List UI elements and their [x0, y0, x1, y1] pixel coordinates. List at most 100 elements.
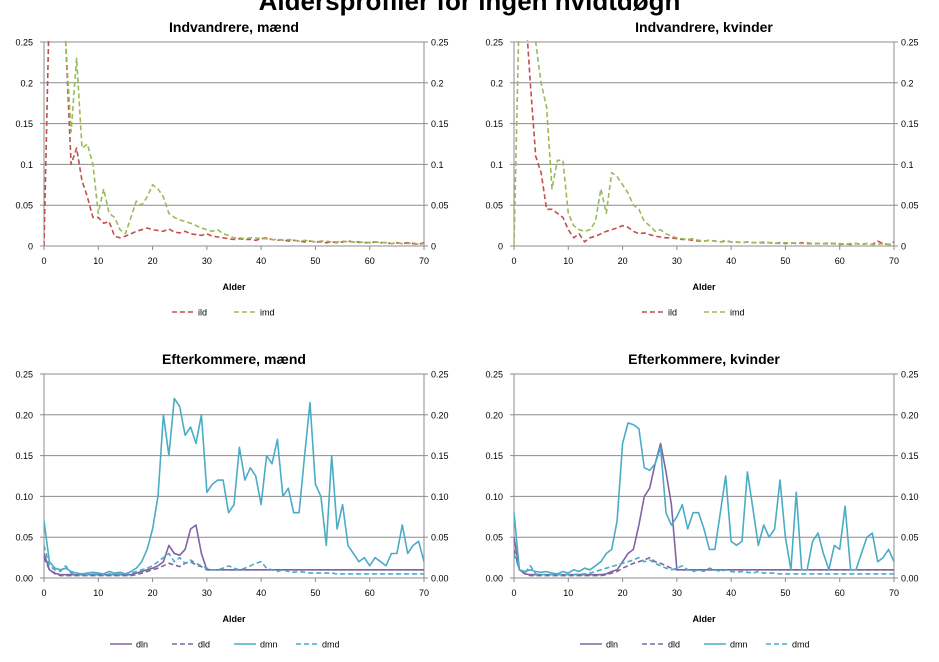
page-header: Aldersprofiler for ingen hvidtdøgn	[0, 0, 939, 20]
x-axis-label: Alder	[222, 614, 246, 624]
series-line-dld	[44, 557, 424, 577]
y-tick-label-right: 0.1	[901, 160, 914, 170]
y-tick-label-left: 0.15	[485, 119, 503, 129]
y-tick-label-left: 0.05	[15, 533, 33, 543]
y-tick-label-left: 0.00	[485, 574, 503, 584]
series-line-dmd	[44, 545, 424, 576]
y-tick-label-right: 0	[901, 242, 906, 252]
x-tick-label: 30	[202, 256, 212, 266]
chart-panel-4: Efterkommere, kvinder 0.00 0.00 0.05 0.05 0.1…	[485, 351, 919, 650]
x-tick-label: 60	[835, 588, 845, 598]
series-line-dln	[514, 442, 894, 576]
x-tick-label: 60	[365, 256, 375, 266]
x-tick-label: 0	[511, 256, 516, 266]
y-tick-label-left: 0.05	[485, 533, 503, 543]
series-line-dmd	[514, 553, 894, 576]
y-tick-label-left: 0.20	[15, 410, 33, 420]
x-tick-label: 60	[835, 256, 845, 266]
y-tick-label-left: 0.15	[485, 451, 503, 461]
x-tick-label: 70	[419, 588, 429, 598]
chart-title: Indvandrere, mænd	[169, 19, 299, 35]
chart-title: Indvandrere, kvinder	[635, 19, 773, 35]
x-tick-label: 50	[780, 256, 790, 266]
y-tick-label-right: 0.10	[431, 492, 449, 502]
legend-label: dmn	[730, 640, 748, 650]
x-tick-label: 10	[563, 588, 573, 598]
x-tick-label: 70	[419, 256, 429, 266]
legend-label: dmn	[260, 640, 278, 650]
series-line-dmn	[44, 397, 424, 575]
y-tick-label-left: 0.05	[485, 201, 503, 211]
y-tick-label-left: 0	[28, 242, 33, 252]
x-tick-label: 50	[780, 588, 790, 598]
x-tick-label: 20	[618, 588, 628, 598]
page-title: Aldersprofiler for ingen hvidtdøgn	[258, 0, 681, 16]
legend-label: dln	[606, 640, 618, 650]
x-tick-label: 0	[511, 588, 516, 598]
y-tick-label-right: 0.15	[431, 119, 449, 129]
y-tick-label-left: 0.2	[20, 78, 33, 88]
y-tick-label-left: 0.00	[15, 574, 33, 584]
x-axis-label: Alder	[692, 282, 716, 292]
x-tick-label: 20	[148, 588, 158, 598]
y-tick-label-right: 0.00	[901, 574, 919, 584]
y-tick-label-right: 0.05	[431, 201, 449, 211]
y-tick-label-right: 0.20	[901, 410, 919, 420]
x-tick-label: 40	[256, 256, 266, 266]
x-tick-label: 60	[365, 588, 375, 598]
y-tick-label-left: 0	[498, 242, 503, 252]
legend-label: dmd	[792, 640, 810, 650]
x-tick-label: 50	[310, 256, 320, 266]
y-tick-label-right: 0.25	[901, 370, 919, 380]
legend-label: imd	[260, 308, 275, 318]
y-tick-label-left: 0.25	[15, 38, 33, 48]
x-tick-label: 30	[672, 588, 682, 598]
y-tick-label-right: 0.20	[431, 410, 449, 420]
y-tick-label-right: 0.2	[901, 78, 914, 88]
chart-panel-3: Efterkommere, mænd 0.00 0.00 0.05 0.05 0.10 0.…	[15, 351, 449, 650]
y-tick-label-left: 0.1	[490, 160, 503, 170]
y-tick-label-left: 0.10	[15, 492, 33, 502]
y-tick-label-right: 0.15	[901, 451, 919, 461]
y-tick-label-right: 0.25	[901, 38, 919, 48]
x-tick-label: 40	[726, 588, 736, 598]
x-axis-label: Alder	[692, 614, 716, 624]
y-tick-label-right: 0.05	[901, 201, 919, 211]
x-tick-label: 40	[256, 588, 266, 598]
legend-label: imd	[730, 308, 745, 318]
y-tick-label-right: 0.15	[901, 119, 919, 129]
series-line-imd	[64, 40, 424, 246]
series-line-ild	[526, 40, 894, 246]
x-tick-label: 30	[672, 256, 682, 266]
x-tick-label: 70	[889, 256, 899, 266]
series-line-ild	[44, 40, 424, 246]
y-tick-label-left: 0.05	[15, 201, 33, 211]
y-tick-label-left: 0.15	[15, 119, 33, 129]
y-tick-label-right: 0.10	[901, 492, 919, 502]
legend-label: dmd	[322, 640, 340, 650]
y-tick-label-right: 0.15	[431, 451, 449, 461]
y-tick-label-right: 0	[431, 242, 436, 252]
y-tick-label-right: 0.05	[431, 533, 449, 543]
x-tick-label: 30	[202, 588, 212, 598]
y-tick-label-right: 0.25	[431, 38, 449, 48]
y-tick-label-left: 0.25	[15, 370, 33, 380]
y-tick-label-left: 0.10	[485, 492, 503, 502]
legend-label: dln	[136, 640, 148, 650]
x-tick-label: 50	[310, 588, 320, 598]
legend-label: dld	[668, 640, 680, 650]
legend-label: ild	[198, 308, 207, 318]
y-tick-label-left: 0.25	[485, 370, 503, 380]
x-tick-label: 0	[41, 588, 46, 598]
x-tick-label: 0	[41, 256, 46, 266]
x-tick-label: 10	[93, 588, 103, 598]
series-line-dln	[44, 524, 424, 576]
y-tick-label-left: 0.20	[485, 410, 503, 420]
x-tick-label: 70	[889, 588, 899, 598]
series-line-imd	[514, 40, 894, 246]
series-line-dmn	[514, 422, 894, 575]
x-tick-label: 20	[148, 256, 158, 266]
x-tick-label: 20	[618, 256, 628, 266]
